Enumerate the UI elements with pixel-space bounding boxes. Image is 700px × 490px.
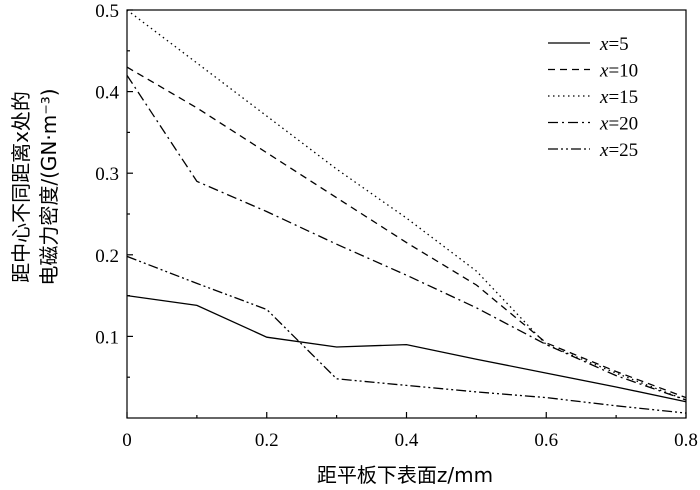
series-line-5: [126, 255, 687, 414]
x-tick-label: 0.8: [674, 430, 698, 451]
series-lines: [126, 9, 687, 414]
series-line-4: [126, 74, 687, 401]
legend-label-3: x=15: [599, 87, 638, 108]
x-axis-title: 距平板下表面z/mm: [317, 463, 493, 487]
y-tick-label: 0.1: [95, 327, 119, 348]
axes: 0 0.2 0.4 0.6 0.8 0.1 0.2 0.3 0.4 0.5: [95, 1, 698, 451]
series-line-1: [126, 294, 687, 403]
y-axis-title-line2: 电磁力密度/(GN·m⁻³): [37, 88, 61, 285]
series-line-2: [126, 66, 687, 399]
legend-label-4: x=20: [599, 114, 638, 135]
y-tick-label: 0.2: [95, 246, 119, 267]
legend-label-2: x=10: [599, 61, 638, 82]
x-tick-label: 0.2: [255, 430, 279, 451]
legend-label-5: x=25: [599, 140, 638, 161]
y-tick-label: 0.3: [95, 164, 119, 185]
legend-label-1: x=5: [599, 34, 629, 55]
legend: x=5 x=10 x=15 x=20 x=25: [548, 34, 638, 161]
x-tick-label: 0.6: [534, 430, 558, 451]
y-axis-title: 距中心不同距离x处的 电磁力密度/(GN·m⁻³): [9, 88, 61, 285]
y-tick-label: 0.5: [95, 1, 119, 22]
x-tick-label: 0: [122, 430, 132, 451]
y-tick-label: 0.4: [95, 83, 119, 104]
y-axis-title-line1: 距中心不同距离x处的: [9, 91, 33, 283]
x-tick-label: 0.4: [395, 430, 419, 451]
